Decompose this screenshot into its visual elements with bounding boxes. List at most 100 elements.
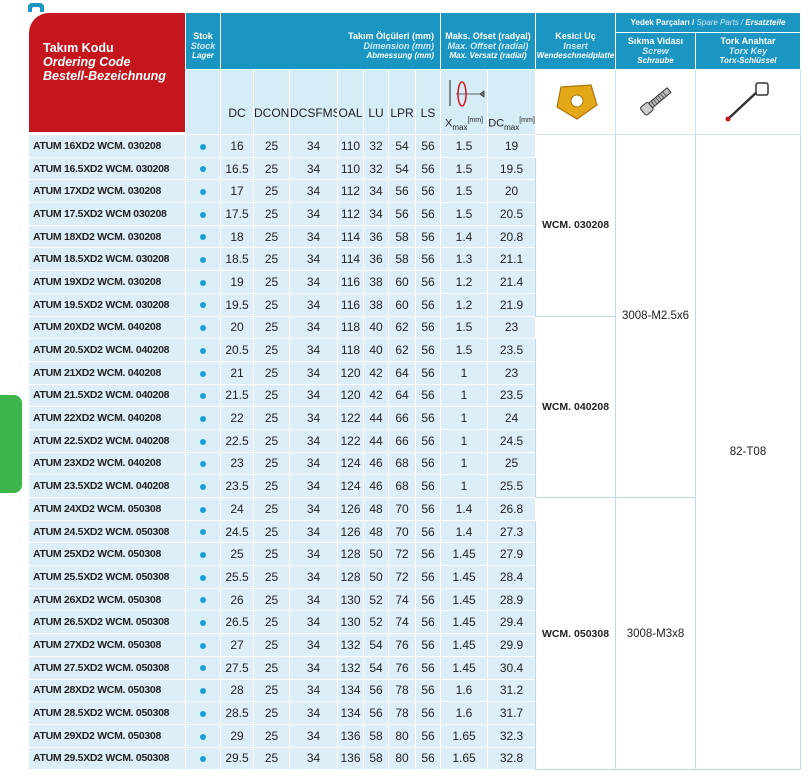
dimension-cell: 24.5 [220, 519, 254, 544]
ordering-code: ATUM 24XD2 WCM. 050308 [28, 497, 186, 521]
column-head: Xmax[mm] [440, 69, 488, 135]
dimension-cell: 18.5 [220, 247, 254, 272]
table-row: ATUM 27XD2 WCM. 050308 27 25 34 132 54 76 56 1.4… [28, 633, 801, 657]
xmax-cell: 1.45 [440, 542, 488, 567]
dimension-cell: 27.5 [220, 655, 254, 680]
icon [697, 77, 800, 128]
dimension-cell: 16 [220, 134, 254, 158]
dcmax-cell: 20.5 [487, 202, 536, 226]
dimension-cell: 56 [415, 134, 441, 158]
dimension-cell: 70 [388, 519, 416, 544]
dimension-cell: 25 [253, 202, 290, 226]
dcmax-cell: 21.1 [487, 247, 536, 272]
table-row: ATUM 28XD2 WCM. 050308 28 25 34 134 56 78 56 1.6… [28, 678, 801, 703]
dimension-cell: 26 [220, 587, 254, 612]
stock-dot [200, 506, 206, 513]
stock-dot [200, 189, 206, 196]
header-text: Ersatzteile [745, 17, 786, 27]
dimension-cell: 78 [388, 701, 416, 725]
dimension-cell: 76 [388, 633, 416, 657]
stock-cell [185, 474, 221, 498]
ordering-code: ATUM 24.5XD2 WCM. 050308 [28, 519, 186, 544]
column-main: DC [488, 117, 505, 130]
stock-dot [200, 211, 206, 218]
header-text: Lager [192, 51, 214, 60]
dimension-cell: 56 [415, 270, 441, 294]
xmax-cell: 1 [440, 451, 488, 476]
table-row: ATUM 25.5XD2 WCM. 050308 25.5 25 34 128 50 72 5… [28, 565, 801, 589]
xmax-cell: 1.45 [440, 587, 488, 612]
dcmax-cell: 23 [487, 315, 536, 340]
dimension-cell: 118 [337, 338, 364, 362]
dimension-cell: 136 [337, 746, 364, 771]
dimension-cell: 132 [337, 655, 364, 680]
stock-cell [185, 723, 221, 748]
dimension-cell: 32 [363, 156, 389, 181]
xmax-cell: 1.45 [440, 633, 488, 657]
dimension-cell: 34 [289, 315, 338, 340]
stock-dot [200, 393, 206, 400]
header-text: Wendeschneidplatte [536, 51, 615, 60]
spare-header: Yedek Parçaları / Spare Parts / Ersatzte… [614, 12, 802, 33]
dimension-cell: 34 [289, 701, 338, 725]
stock-dot [200, 415, 206, 422]
dimension-cell: 20 [220, 315, 254, 340]
header-text: Takım Ölçüleri (mm) [348, 31, 434, 41]
xmax-cell: 1.2 [440, 292, 488, 317]
dimension-cell: 74 [388, 587, 416, 612]
icon-drawing [639, 86, 672, 115]
dimension-cell: 54 [388, 156, 416, 181]
header-row: Takım Kodu Ordering Code Bestell-Bezeich… [28, 12, 802, 135]
dimension-cell: 46 [363, 474, 389, 498]
header-text: Spare Parts / [696, 17, 744, 27]
xmax-cell: 1.3 [440, 247, 488, 272]
dimension-cell: 56 [415, 678, 441, 703]
ordering-code: ATUM 18.5XD2 WCM. 030208 [28, 247, 186, 272]
dimension-cell: 42 [363, 360, 389, 385]
dcmax-cell: 19 [487, 134, 536, 158]
ordering-code: ATUM 20.5XD2 WCM. 040208 [28, 338, 186, 362]
dimension-cell: 124 [337, 451, 364, 476]
ordering-code: ATUM 27XD2 WCM. 050308 [28, 633, 186, 657]
dimension-cell: 17.5 [220, 202, 254, 226]
ordering-code: ATUM 16XD2 WCM. 030208 [28, 134, 186, 158]
stock-dot [200, 370, 206, 377]
side-tab [0, 395, 22, 493]
dimension-cell: 56 [415, 655, 441, 680]
dimension-cell: 25 [253, 633, 290, 657]
dimension-cell: 120 [337, 383, 364, 408]
dimension-cell: 34 [289, 428, 338, 453]
stock-dot [200, 234, 206, 241]
dimension-cell: 56 [388, 179, 416, 204]
screw-cell: 3008-M2.5x6 [615, 134, 696, 498]
dimension-cell: 56 [415, 587, 441, 612]
ordering-code: ATUM 17.5XD2 WCM 030208 [28, 202, 186, 226]
dimension-cell: 34 [289, 134, 338, 158]
dcmax-cell: 19.5 [487, 156, 536, 181]
stock-cell [185, 292, 221, 317]
dimension-cell: 25 [253, 678, 290, 703]
stock-dot [200, 552, 206, 559]
ordering-code: ATUM 28XD2 WCM. 050308 [28, 678, 186, 703]
ordering-code: ATUM 20XD2 WCM. 040208 [28, 315, 186, 340]
dimension-cell: 25 [253, 338, 290, 362]
dcmax-cell: 32.3 [487, 723, 536, 748]
dimension-cell: 76 [388, 655, 416, 680]
dimension-cell: 48 [363, 497, 389, 521]
dimension-cell: 80 [388, 723, 416, 748]
dimension-cell: 130 [337, 610, 364, 635]
dimension-cell: 34 [289, 247, 338, 272]
dimension-cell: 34 [289, 474, 338, 498]
dimension-cell: 25 [253, 428, 290, 453]
column-head: DCmax[mm] [487, 69, 536, 135]
dimension-cell: 25.5 [220, 565, 254, 589]
dimension-cell: 120 [337, 360, 364, 385]
dimension-cell: 126 [337, 519, 364, 544]
dimension-cell: 42 [363, 383, 389, 408]
stock-cell [185, 338, 221, 362]
header-text: Maks. Ofset (radyal) [445, 31, 531, 41]
column-head: LPR [388, 69, 416, 135]
dimension-cell: 114 [337, 224, 364, 249]
dimension-cell: 25 [253, 474, 290, 498]
column-unit: [mm] [519, 117, 535, 125]
